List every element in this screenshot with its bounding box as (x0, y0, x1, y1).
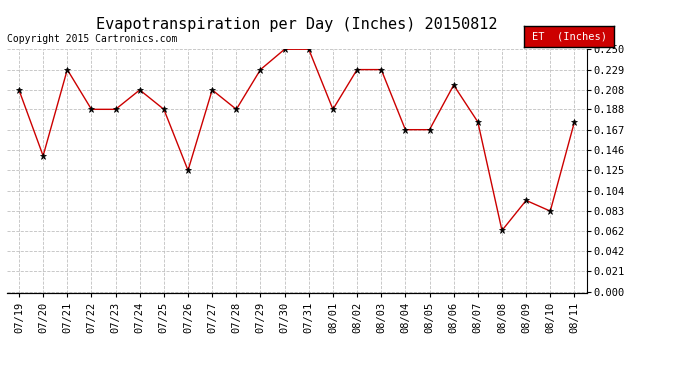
Text: Copyright 2015 Cartronics.com: Copyright 2015 Cartronics.com (7, 34, 177, 44)
Text: Evapotranspiration per Day (Inches) 20150812: Evapotranspiration per Day (Inches) 2015… (96, 17, 497, 32)
Text: ET  (Inches): ET (Inches) (532, 32, 607, 42)
